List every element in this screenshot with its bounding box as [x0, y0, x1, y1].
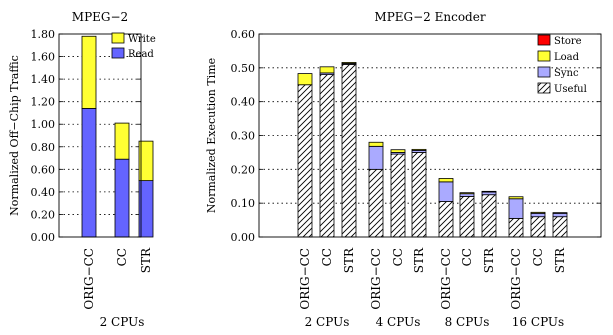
group-label: 4 CPUs [376, 315, 421, 329]
legend-swatch-write [111, 32, 125, 44]
bar-segment-load [390, 149, 406, 153]
legend-label: Write [128, 34, 156, 45]
group-label: 2 CPUs [305, 315, 350, 329]
category-label: ORIG−CC [439, 248, 453, 310]
bar-segment-sync [552, 212, 568, 218]
group-label: 16 CPUs [512, 315, 564, 329]
bar-segment-load [552, 212, 568, 214]
category-label: CC [320, 248, 334, 266]
legend-swatch-sync [537, 66, 551, 78]
execution-time-chart: 0.00 0.10 0.20 0.30 0.40 0.50 0.60 ORIG−CC CC STR… [205, 10, 602, 329]
bar-segment-useful [438, 201, 454, 238]
y-tick-label: 0.40 [231, 96, 256, 109]
bar-segment-sync [459, 193, 475, 197]
bar-segment-useful [319, 74, 335, 238]
y-tick-label: 0.20 [231, 163, 256, 176]
legend-label: Load [554, 52, 580, 63]
bar-segment-useful [297, 84, 313, 238]
category-label: STR [482, 247, 496, 273]
bar-segment-useful [459, 195, 475, 238]
bar-segment-load [438, 178, 454, 183]
y-tick-label: 0.40 [31, 186, 56, 199]
bar-segment-useful [530, 216, 546, 238]
legend-swatch-read [111, 47, 125, 59]
category-label: STR [412, 247, 426, 273]
category-label: CC [460, 248, 474, 266]
legend-swatch-load [537, 50, 551, 62]
bar-segment-load [368, 141, 384, 147]
y-tick-label: 1.60 [31, 51, 56, 64]
category-label: ORIG−CC [298, 248, 312, 310]
legend-label: Read [128, 49, 154, 60]
plot-frame [258, 33, 602, 238]
bar-segment-useful [390, 153, 406, 238]
bar-segment-useful [411, 152, 427, 238]
bar-segment-sync [368, 145, 384, 170]
bar-segment-load [459, 192, 475, 195]
bar-segment-read [81, 108, 97, 238]
legend-swatch-useful [537, 82, 551, 94]
bar-segment-load [530, 211, 546, 214]
bar-segment-load [411, 148, 427, 151]
legend-label: Store [554, 36, 582, 47]
y-axis-label: Normalized Off−Chip Traffic [8, 55, 21, 216]
bar-segment-load [341, 62, 357, 64]
bar-segment-load [319, 66, 335, 74]
bar-segment-sync [508, 198, 524, 219]
y-tick-label: 0.60 [231, 28, 256, 41]
y-tick-label: 0.60 [31, 163, 56, 176]
y-tick-label: 0.20 [31, 208, 56, 221]
bar-segment-useful [508, 217, 524, 238]
chart-title: MPEG−2 Encoder [374, 10, 485, 24]
group-label: 2 CPUs [100, 315, 145, 329]
legend-label: Useful [554, 84, 587, 95]
category-label: CC [391, 248, 405, 266]
bar-segment-write [114, 122, 130, 160]
y-tick-label: 1.80 [31, 28, 56, 41]
y-tick-label: 0.10 [231, 197, 256, 210]
y-tick-label: 1.00 [31, 118, 56, 131]
category-label: ORIG−CC [509, 248, 523, 310]
category-label: ORIG−CC [82, 248, 96, 310]
bar-segment-sync [530, 212, 546, 218]
bar-segment-load [508, 196, 524, 200]
bar-segment-load [297, 73, 313, 86]
bar-segment-read [114, 158, 130, 238]
bar-segment-useful [481, 194, 497, 238]
bar-segment-useful [552, 216, 568, 238]
plot-frame [58, 33, 142, 238]
category-label: ORIG−CC [369, 248, 383, 310]
traffic-chart: 0.00 0.20 0.40 0.60 0.80 1.00 1.20 1.40 1.60 1.80… [8, 10, 156, 329]
bar-segment-load [481, 190, 497, 193]
legend-label: Sync [554, 68, 579, 79]
category-label: STR [139, 247, 153, 273]
y-axis-label: Normalized Execution Time [205, 58, 218, 213]
y-tick-label: 0.50 [231, 62, 256, 75]
bar-segment-write [81, 35, 97, 109]
chart-title: MPEG−2 [72, 10, 128, 24]
bar-segment-sync [481, 191, 497, 196]
bar-segment-write [138, 140, 154, 182]
bar-segment-useful [368, 168, 384, 238]
group-label: 8 CPUs [445, 315, 490, 329]
y-tick-label: 0.30 [231, 130, 256, 143]
category-label: STR [553, 247, 567, 273]
bar-segment-useful [341, 64, 357, 238]
category-label: STR [342, 247, 356, 273]
y-tick-label: 0.80 [31, 141, 56, 154]
bar-segment-sync [438, 181, 454, 202]
y-tick-label: 1.40 [31, 73, 56, 86]
legend-swatch-store [537, 34, 551, 46]
y-tick-label: 0.00 [31, 231, 56, 244]
category-label: CC [115, 248, 129, 266]
y-tick-label: 0.00 [231, 231, 256, 244]
y-tick-label: 1.20 [31, 96, 56, 109]
category-label: CC [531, 248, 545, 266]
